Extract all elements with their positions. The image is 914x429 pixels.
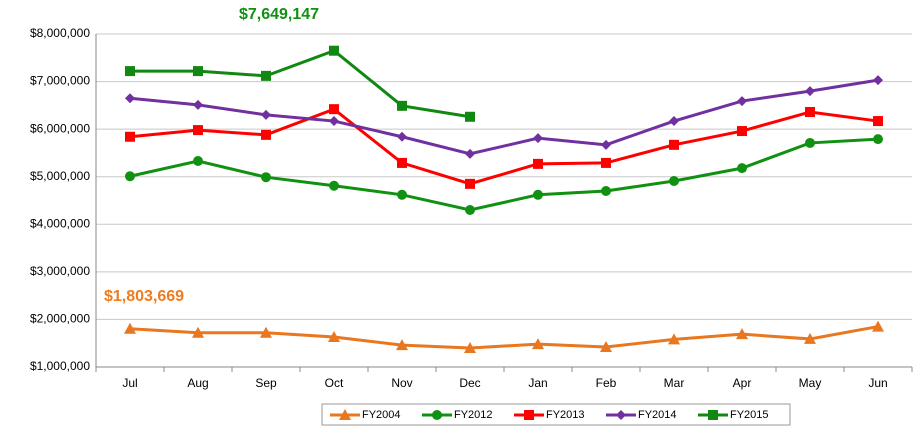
- marker: [125, 66, 135, 76]
- legend-label: FY2014: [638, 409, 677, 421]
- marker: [524, 410, 534, 420]
- y-tick-label: $7,000,000: [30, 74, 90, 88]
- x-tick-label: May: [799, 376, 822, 390]
- marker: [329, 181, 339, 191]
- y-tick-label: $8,000,000: [30, 26, 90, 40]
- series-line: [130, 80, 878, 154]
- legend: FY2004 FY2012 FY2013 FY2014 FY2015: [322, 404, 790, 425]
- x-tick-label: Jun: [868, 376, 887, 390]
- marker: [465, 112, 475, 122]
- x-tick-label: Dec: [459, 376, 480, 390]
- y-tick-label: $2,000,000: [30, 312, 90, 326]
- x-tick-label: Nov: [391, 376, 412, 390]
- marker: [465, 205, 475, 215]
- x-tick-label: Jul: [122, 376, 137, 390]
- legend-label: FY2015: [730, 409, 769, 421]
- marker: [601, 140, 611, 150]
- marker: [125, 93, 135, 103]
- x-tick-label: Feb: [596, 376, 617, 390]
- x-tick-label: Apr: [733, 376, 752, 390]
- marker: [669, 116, 679, 126]
- x-tick-label: Oct: [325, 376, 344, 390]
- marker: [261, 172, 271, 182]
- marker: [261, 110, 271, 120]
- chart: $1,000,000 $2,000,000 $3,000,000 $4,000,000…: [0, 0, 914, 429]
- marker: [125, 132, 135, 142]
- marker: [805, 107, 815, 117]
- marker: [533, 133, 543, 143]
- marker: [261, 71, 271, 81]
- series-line: [130, 51, 470, 117]
- marker: [601, 158, 611, 168]
- x-tick-label: Aug: [187, 376, 208, 390]
- legend-label: FY2004: [362, 409, 401, 421]
- marker: [805, 86, 815, 96]
- marker: [465, 149, 475, 159]
- marker: [193, 125, 203, 135]
- x-tick-label: Mar: [664, 376, 685, 390]
- y-tick-label: $5,000,000: [30, 169, 90, 183]
- marker: [737, 126, 747, 136]
- marker: [737, 96, 747, 106]
- x-tick-label: Sep: [255, 376, 277, 390]
- marker: [329, 116, 339, 126]
- marker: [669, 140, 679, 150]
- y-tick-label: $4,000,000: [30, 216, 90, 230]
- marker: [329, 46, 339, 56]
- marker: [397, 158, 407, 168]
- marker: [261, 130, 271, 140]
- marker: [432, 410, 442, 420]
- x-tick-label: Jan: [528, 376, 547, 390]
- marker: [465, 179, 475, 189]
- annotation: $1,803,669: [104, 288, 184, 305]
- y-tick-label: $6,000,000: [30, 121, 90, 135]
- marker: [708, 410, 718, 420]
- marker: [193, 100, 203, 110]
- marker: [329, 104, 339, 114]
- marker: [873, 116, 883, 126]
- marker: [397, 190, 407, 200]
- legend-label: FY2012: [454, 409, 493, 421]
- marker: [125, 171, 135, 181]
- marker: [193, 156, 203, 166]
- y-tick-label: $1,000,000: [30, 359, 90, 373]
- marker: [805, 138, 815, 148]
- marker: [601, 186, 611, 196]
- annotation: $7,649,147: [239, 6, 319, 23]
- marker: [533, 159, 543, 169]
- y-tick-label: $3,000,000: [30, 264, 90, 278]
- marker: [873, 75, 883, 85]
- marker: [397, 132, 407, 142]
- legend-label: FY2013: [546, 409, 585, 421]
- marker: [193, 66, 203, 76]
- series-line: [130, 327, 878, 348]
- marker: [397, 101, 407, 111]
- marker: [873, 134, 883, 144]
- marker: [669, 176, 679, 186]
- marker: [737, 163, 747, 173]
- marker: [533, 190, 543, 200]
